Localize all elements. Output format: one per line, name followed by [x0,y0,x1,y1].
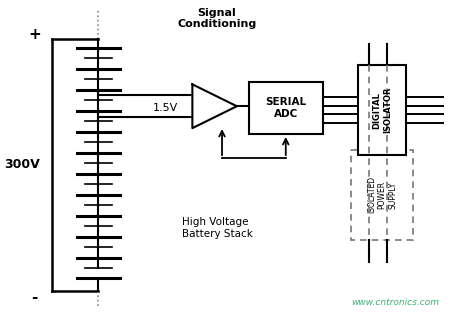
Bar [351,150,413,240]
Text: www.cntronics.com: www.cntronics.com [351,298,439,308]
Polygon shape [193,84,237,128]
Text: 300V: 300V [4,158,40,172]
Bar [358,65,406,155]
Text: -: - [31,290,37,305]
Text: Signal
Conditioning: Signal Conditioning [177,8,256,29]
Text: +: + [28,27,40,42]
Text: High Voltage
Battery Stack: High Voltage Battery Stack [183,217,253,239]
Text: DIGITAL
ISOLATOR: DIGITAL ISOLATOR [373,87,392,134]
Bar [249,82,323,134]
Text: 1.5V: 1.5V [153,103,178,113]
Text: SERIAL
ADC: SERIAL ADC [265,98,306,119]
Text: ISOLATED
POWER
SUPPLY: ISOLATED POWER SUPPLY [367,176,397,213]
